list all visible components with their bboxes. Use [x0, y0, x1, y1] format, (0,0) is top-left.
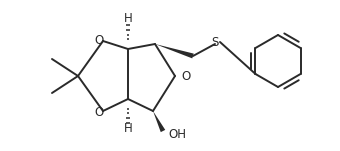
Text: H: H: [124, 122, 132, 135]
Text: OH: OH: [168, 129, 186, 141]
Text: S: S: [211, 37, 219, 50]
Text: H: H: [124, 13, 132, 26]
Polygon shape: [153, 111, 165, 132]
Text: O: O: [95, 34, 104, 47]
Text: O: O: [181, 69, 190, 82]
Text: O: O: [95, 106, 104, 119]
Polygon shape: [155, 44, 194, 58]
